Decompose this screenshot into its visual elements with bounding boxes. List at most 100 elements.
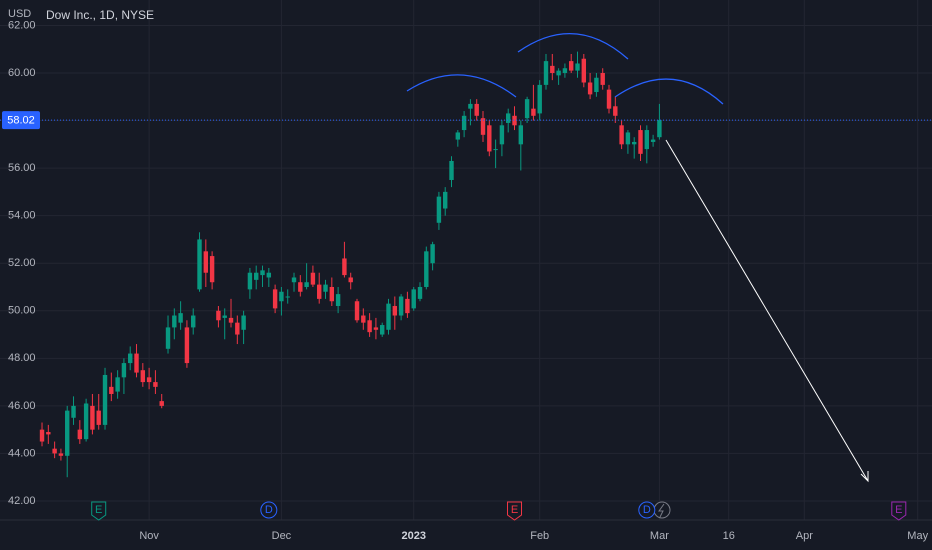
x-tick-label: Nov (139, 530, 159, 542)
candle-body (480, 118, 486, 135)
candle-body (96, 410, 101, 425)
candle-body (613, 106, 618, 116)
candle-body (493, 149, 498, 151)
candle-body (335, 294, 341, 307)
candle-body (569, 61, 574, 71)
candle-body (562, 68, 568, 73)
candle-body (58, 453, 64, 456)
candle-body (436, 196, 442, 223)
arc-head (517, 33, 629, 60)
candle-body (657, 120, 662, 138)
drawings (406, 33, 724, 105)
candle-body (209, 256, 215, 283)
candle-body (587, 82, 593, 95)
x-tick-label: 2023 (401, 530, 425, 542)
candle-body (71, 405, 76, 418)
y-tick-label: 44.00 (8, 447, 36, 459)
candle-body (487, 125, 492, 152)
y-tick-label: 50.00 (8, 305, 36, 317)
candle-body (455, 132, 461, 140)
candle-body (461, 115, 467, 131)
candle-body (121, 363, 127, 378)
candle-body (499, 125, 505, 145)
candle-body (65, 410, 70, 456)
icon-circle (653, 501, 671, 519)
event-icon (891, 501, 907, 521)
candle-body (373, 327, 379, 330)
candle-body (102, 374, 108, 425)
candle-body (146, 377, 152, 383)
candle-body (531, 108, 536, 116)
candle-body (581, 58, 587, 83)
candle-body (203, 251, 209, 273)
candle-body (632, 141, 637, 145)
candle-body (424, 251, 429, 287)
arrow-line (665, 139, 869, 482)
currency-label: USD (8, 8, 31, 20)
grid (0, 0, 932, 520)
candle-body (468, 103, 473, 109)
candle-body (619, 125, 624, 145)
candle-body (134, 353, 139, 373)
candle-body (650, 139, 656, 142)
candle-body (172, 315, 177, 328)
x-tick-label: Dec (272, 530, 292, 542)
candle-body (518, 125, 524, 145)
candle-body (235, 322, 240, 335)
candle-body (285, 296, 290, 298)
arc-right-shoulder (614, 78, 724, 105)
candle-body (575, 63, 580, 71)
candle-body (90, 405, 95, 430)
candle-body (329, 286, 335, 302)
candle-body (46, 432, 51, 435)
candle-body (266, 272, 272, 278)
last-price-label: 58.02 (7, 114, 35, 126)
candle-body (228, 317, 234, 323)
candle-body (298, 282, 303, 292)
candle-body (342, 258, 347, 276)
x-tick-label: May (907, 530, 928, 542)
event-label: E (511, 504, 518, 516)
x-tick-label: Feb (530, 530, 549, 542)
candle-body (594, 77, 599, 93)
candle-body (128, 353, 133, 364)
candle-body (279, 291, 284, 302)
candle-body (474, 103, 479, 116)
y-tick-label: 62.00 (8, 19, 36, 31)
candle-body (247, 272, 253, 290)
candle-body (524, 99, 530, 119)
candle-body (317, 284, 322, 299)
candle-body (556, 70, 561, 76)
candles (39, 51, 662, 478)
candle-body (165, 327, 171, 349)
candle-body (411, 289, 416, 309)
candle-body (109, 386, 114, 394)
candle-body (600, 72, 605, 85)
arrow-head (860, 471, 869, 483)
y-tick-label: 56.00 (8, 162, 36, 174)
candle-body (537, 84, 542, 114)
candle-body (39, 429, 45, 442)
candle-body (644, 130, 650, 150)
candle-body (153, 382, 158, 387)
event-icon (638, 501, 656, 519)
candle-body (430, 244, 435, 264)
event-label: E (95, 504, 102, 516)
y-tick-label: 46.00 (8, 400, 36, 412)
candle-body (367, 320, 372, 333)
candle-body (241, 315, 246, 330)
candle-body (405, 298, 410, 314)
candle-body (140, 370, 146, 383)
x-tick-label: Apr (796, 530, 813, 542)
candle-body (115, 377, 120, 392)
candle-body (272, 289, 278, 309)
y-tick-label: 52.00 (8, 257, 36, 269)
candle-body (197, 239, 202, 290)
y-tick-label: 54.00 (8, 210, 36, 222)
candle-body (625, 132, 631, 145)
candle-body (512, 115, 517, 126)
x-tick-label: 16 (723, 530, 735, 542)
dividend-split-icon (653, 501, 671, 519)
y-tick-label: 42.00 (8, 495, 36, 507)
candle-body (606, 89, 612, 109)
